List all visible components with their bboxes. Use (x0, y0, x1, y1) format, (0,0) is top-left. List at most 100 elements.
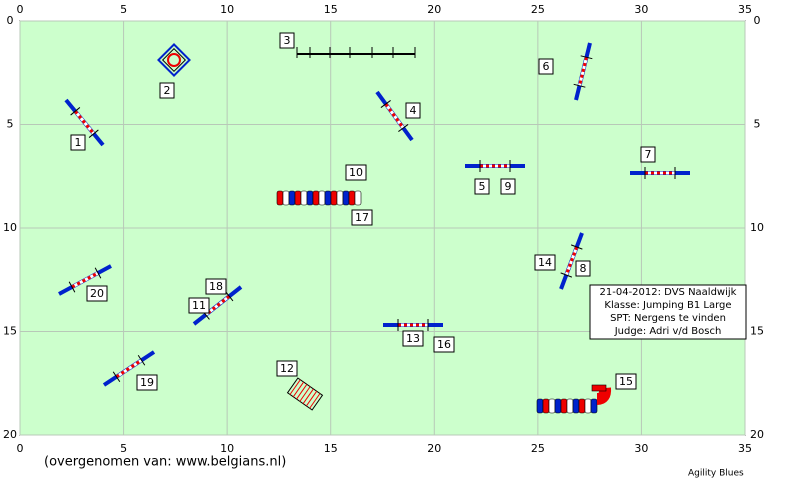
y-tick-label: 10 (3, 221, 17, 234)
obstacle-number: 12 (280, 362, 294, 375)
jump (573, 42, 593, 101)
obstacle-number: 18 (209, 280, 223, 293)
y-tick-label: 15 (750, 325, 764, 338)
jump (102, 350, 156, 387)
tunnel-segment (330, 190, 338, 206)
x-tick-label: 15 (324, 442, 338, 455)
weave-pole (299, 386, 311, 402)
y-tick-label: 10 (750, 221, 764, 234)
tunnel-segment (306, 190, 314, 206)
number-box (405, 102, 421, 119)
tunnel-segment (590, 398, 598, 414)
number-box (70, 134, 86, 151)
number-box (351, 209, 373, 226)
weave-pole (305, 390, 318, 407)
grid (19, 20, 746, 436)
jump-wing (580, 55, 593, 60)
weave-pole (302, 388, 314, 404)
tunnel-segment (536, 398, 544, 414)
tunnel-segment (300, 190, 308, 206)
jump (375, 90, 414, 142)
obstacle-number: 7 (645, 148, 652, 161)
x-tick-label: 20 (427, 3, 441, 16)
jump-bar (578, 56, 588, 87)
obstacle-number: 20 (90, 287, 104, 300)
number-box (345, 164, 367, 181)
obstacle-number: 14 (538, 256, 552, 269)
number-box (640, 146, 656, 163)
x-tick-label: 25 (531, 442, 545, 455)
y-tick-label: 15 (3, 325, 17, 338)
obstacle-number: 3 (284, 34, 291, 47)
info-line: Judge: Adri v/d Bosch (614, 326, 722, 337)
tunnel-segment (578, 398, 586, 414)
jump-wing (573, 83, 586, 88)
number-box (159, 82, 175, 99)
number-box (538, 58, 554, 75)
number-box (276, 360, 298, 377)
jump-bar (115, 358, 143, 379)
obstacle-number: 16 (437, 338, 451, 351)
number-box (136, 374, 158, 391)
number-box (86, 285, 108, 302)
obstacle-number: 5 (479, 180, 486, 193)
jump (64, 98, 105, 147)
source: (overgenomen van: www.belgians.nl) (44, 455, 286, 470)
jump-wing (88, 129, 99, 138)
obstacle-number: 2 (164, 84, 171, 97)
info-box (589, 284, 747, 340)
number-box (534, 254, 556, 271)
number-box (615, 373, 637, 390)
y-tick-label: 0 (7, 14, 14, 27)
jump-bar (71, 271, 99, 289)
tunnel-segment (548, 398, 556, 414)
obstacle-number: 11 (192, 299, 206, 312)
jump-wing (560, 272, 573, 278)
number-box (500, 178, 516, 195)
jump-wing (380, 100, 391, 108)
tunnel-segment (342, 190, 350, 206)
obstacle-number: 6 (543, 60, 550, 73)
x-tick-label: 10 (220, 3, 234, 16)
info-line: 21-04-2012: DVS Naaldwijk (600, 287, 737, 298)
number-box (433, 336, 455, 353)
brand: Agility Blues (688, 469, 744, 479)
weave-pole (289, 379, 301, 395)
jump-wing (225, 291, 234, 302)
x-tick-label: 30 (634, 442, 648, 455)
number-box (402, 330, 424, 347)
x-tick-label: 35 (738, 3, 752, 16)
jump-bar (564, 246, 579, 276)
jump (383, 319, 443, 331)
y-tick-label: 5 (7, 118, 14, 131)
y-tick-label: 0 (754, 14, 761, 27)
jump-wing (398, 124, 409, 132)
tunnel-segment (572, 398, 580, 414)
number-box (279, 32, 295, 49)
obstacle-number: 13 (406, 332, 420, 345)
tunnel-segment (276, 190, 284, 206)
x-tick-label: 30 (634, 3, 648, 16)
jump-wing (137, 354, 146, 366)
info-line: SPT: Nergens te vinden (610, 313, 726, 324)
tunnel-segment (584, 398, 592, 414)
jump-bar (204, 295, 231, 316)
weave-pole (292, 381, 305, 398)
jump-bar (384, 103, 405, 129)
jump-wing (112, 371, 121, 383)
tunnel-segment (566, 398, 574, 414)
tunnel-segment (288, 190, 296, 206)
x-tick-label: 35 (738, 442, 752, 455)
y-tick-label: 20 (750, 428, 764, 441)
x-tick-label: 20 (427, 442, 441, 455)
tunnel-segment (324, 190, 332, 206)
obstacle-number: 15 (619, 375, 633, 388)
x-tick-label: 15 (324, 3, 338, 16)
tyre (157, 43, 191, 77)
obstacle-number: 1 (75, 136, 82, 149)
tunnel-segment (294, 190, 302, 206)
number-box (205, 278, 227, 295)
jump-wing (570, 244, 583, 250)
number-box (575, 260, 591, 277)
